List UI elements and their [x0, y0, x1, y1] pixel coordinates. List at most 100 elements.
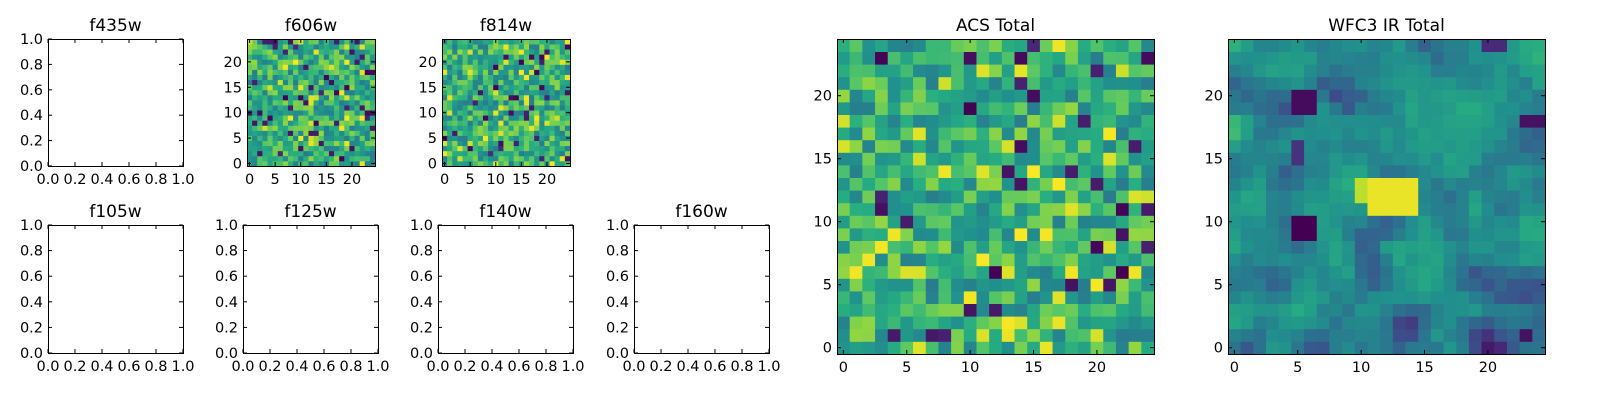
- heatmap-cell: [1342, 328, 1356, 342]
- heatmap-cell: [1443, 152, 1457, 166]
- heatmap-cell: [359, 150, 366, 157]
- heatmap-cell: [257, 84, 263, 91]
- heatmap-cell: [1228, 139, 1242, 153]
- heatmap-cell: [862, 240, 876, 254]
- heatmap-cell: [1430, 114, 1444, 128]
- heatmap-cell: [452, 120, 458, 126]
- heatmap-cell: [963, 341, 977, 355]
- heatmap-cell: [354, 140, 361, 147]
- heatmap-cell: [503, 84, 509, 91]
- heatmap-cell: [349, 79, 355, 86]
- heatmap-cell: [482, 145, 489, 152]
- x-tick-label: 5: [271, 172, 280, 188]
- heatmap-cell: [862, 39, 876, 52]
- heatmap-cell: [252, 54, 258, 60]
- heatmap-cell: [976, 215, 990, 229]
- heatmap-cell: [849, 139, 863, 153]
- heatmap-cell: [963, 328, 977, 342]
- heatmap-cell: [1090, 152, 1104, 166]
- heatmap-cell: [313, 89, 320, 96]
- heatmap-cell: [518, 110, 525, 116]
- heatmap-cell: [503, 125, 509, 131]
- heatmap-cell: [1065, 114, 1079, 128]
- heatmap-cell: [523, 84, 530, 91]
- heatmap-cell: [1103, 39, 1117, 52]
- heatmap-cell: [462, 79, 468, 86]
- heatmap-cell: [349, 145, 355, 152]
- heatmap-cell: [529, 130, 535, 136]
- heatmap-cell: [334, 74, 340, 81]
- x-tick-label: 0.8: [144, 359, 167, 375]
- heatmap-cell: [513, 125, 520, 131]
- heatmap-cell: [900, 64, 914, 78]
- axes-frame-wfc3: [1228, 39, 1546, 355]
- heatmap-cell: [359, 94, 366, 101]
- heatmap-cell: [472, 84, 479, 91]
- heatmap-cell: [963, 316, 977, 330]
- heatmap-cell: [313, 145, 320, 152]
- heatmap-cell: [482, 115, 489, 121]
- heatmap-cell: [318, 39, 325, 45]
- heatmap-cell: [1077, 114, 1091, 128]
- heatmap-cell: [1367, 127, 1381, 141]
- heatmap-cell: [1443, 165, 1457, 178]
- heatmap-cell: [549, 94, 556, 101]
- heatmap-cell: [1443, 265, 1457, 279]
- heatmap-cell: [976, 341, 990, 355]
- heatmap-cell: [1443, 278, 1457, 292]
- heatmap-cell: [303, 59, 309, 65]
- heatmap-cell: [313, 54, 320, 60]
- heatmap-cell: [303, 150, 309, 157]
- heatmap-cell: [862, 64, 876, 78]
- heatmap-cell: [544, 59, 550, 65]
- heatmap-cell: [313, 115, 320, 121]
- heatmap-cell: [1278, 139, 1292, 153]
- heatmap-cell: [447, 69, 453, 75]
- heatmap-cell: [1418, 165, 1432, 178]
- heatmap-cell: [539, 54, 545, 60]
- heatmap-cell: [1430, 76, 1444, 90]
- heatmap-cell: [1468, 202, 1482, 216]
- axes-frame-f606w: [247, 39, 376, 167]
- heatmap-cell: [938, 240, 952, 254]
- heatmap-cell: [1380, 341, 1394, 355]
- heatmap-cell: [837, 253, 851, 267]
- heatmap-cell: [359, 145, 366, 152]
- heatmap-cell: [359, 84, 366, 91]
- heatmap-cell: [1443, 190, 1457, 204]
- heatmap-cell: [1052, 139, 1066, 153]
- heatmap-cell: [1380, 39, 1394, 52]
- axes-frame-f105w: [48, 225, 184, 354]
- heatmap-cell: [1304, 202, 1318, 216]
- heatmap-cell: [862, 316, 876, 330]
- heatmap-cell: [498, 150, 504, 157]
- heatmap-cell: [1392, 139, 1406, 153]
- heatmap-cell: [951, 114, 965, 128]
- heatmap-cell: [1090, 265, 1104, 279]
- heatmap-cell: [313, 44, 320, 50]
- heatmap-cell: [277, 54, 284, 60]
- heatmap-cell: [938, 102, 952, 115]
- heatmap-cell: [875, 190, 889, 204]
- heatmap-cell: [287, 110, 294, 116]
- heatmap-cell: [1430, 152, 1444, 166]
- heatmap-cell: [1266, 341, 1280, 355]
- heatmap-cell: [277, 135, 284, 141]
- heatmap-cell: [1266, 316, 1280, 330]
- heatmap-cell: [447, 145, 453, 152]
- heatmap-cell: [518, 89, 525, 96]
- heatmap-cell: [1077, 291, 1091, 304]
- heatmap-cell: [951, 102, 965, 115]
- heatmap-cell: [529, 59, 535, 65]
- heatmap-cell: [989, 278, 1003, 292]
- heatmap-cell: [544, 125, 550, 131]
- heatmap-cell: [1443, 215, 1457, 229]
- heatmap-cell: [529, 160, 535, 167]
- heatmap-cell: [1039, 89, 1053, 103]
- heatmap-cell: [1291, 202, 1305, 216]
- heatmap-cell: [1354, 265, 1368, 279]
- y-tick-label: 20: [814, 89, 832, 105]
- heatmap-cell: [452, 94, 458, 101]
- heatmap-cell: [1430, 265, 1444, 279]
- axes-frame-f140w: [438, 225, 574, 354]
